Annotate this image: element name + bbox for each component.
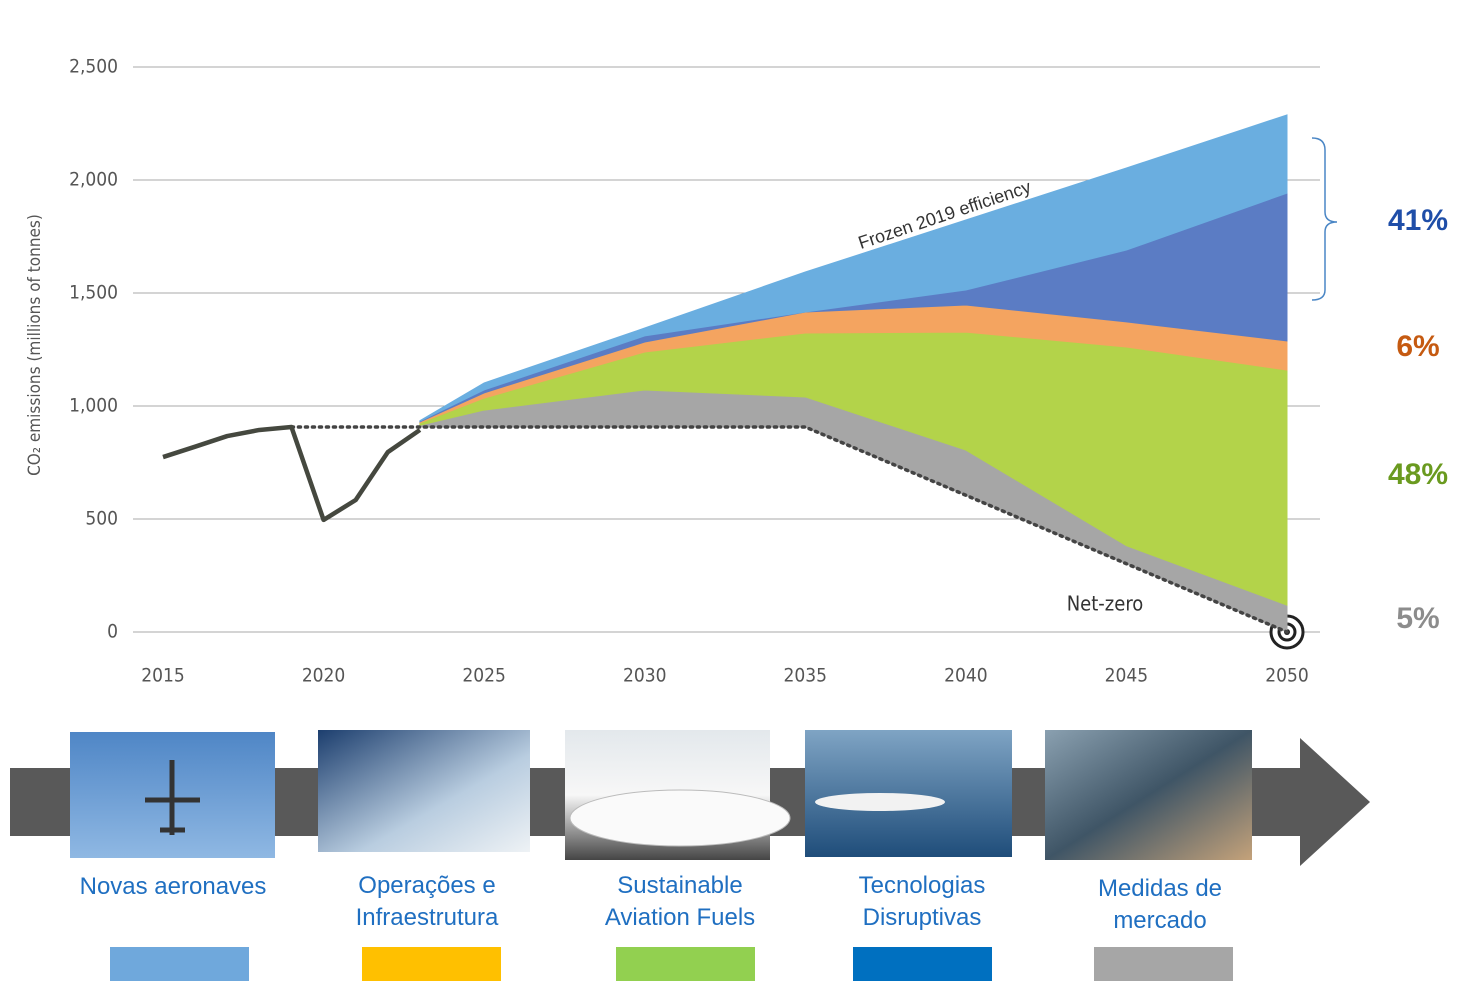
y-tick-label: 0 xyxy=(107,621,118,643)
area xyxy=(419,114,1288,422)
legend-swatch xyxy=(853,947,992,981)
photo-operations xyxy=(318,730,530,852)
photo-disruptive xyxy=(805,730,1012,857)
legend-swatch xyxy=(616,947,755,981)
timeline-arrowhead xyxy=(1300,738,1370,866)
plane-body xyxy=(815,793,945,811)
x-tick-label: 2040 xyxy=(944,665,988,687)
share-label: 41% xyxy=(1388,204,1448,237)
x-tick-label: 2025 xyxy=(462,665,506,687)
net-zero-path xyxy=(289,425,1289,634)
y-tick-label: 2,500 xyxy=(69,56,118,78)
x-tick-label: 2035 xyxy=(784,665,828,687)
y-tick-label: 1,000 xyxy=(69,395,118,417)
legend-swatch xyxy=(1094,947,1233,981)
y-axis-label: CO₂ emissions (millions of tonnes) xyxy=(25,214,45,476)
legend-swatch xyxy=(362,947,501,981)
bracket xyxy=(1311,137,1338,301)
x-tick-label: 2020 xyxy=(302,665,346,687)
net-zero-label: Net-zero xyxy=(1067,592,1144,616)
share-label: 5% xyxy=(1396,602,1439,635)
share-label: 48% xyxy=(1388,458,1448,491)
y-tick-label: 1,500 xyxy=(69,282,118,304)
legend-label: Novas aeronaves xyxy=(79,873,267,900)
x-tick-label: 2050 xyxy=(1265,665,1309,687)
x-tick-label: 2015 xyxy=(141,665,185,687)
share-label: 6% xyxy=(1396,330,1439,363)
legend-label: Operações e Infraestrutura xyxy=(355,872,499,931)
legend-swatch xyxy=(110,947,249,981)
legend-label: Medidas de mercado xyxy=(1097,875,1223,934)
x-tick-label: 2045 xyxy=(1105,665,1149,687)
y-tick-label: 500 xyxy=(85,508,118,530)
y-tick-label: 2,000 xyxy=(69,169,118,191)
plane-body xyxy=(569,789,791,847)
legend-label: Tecnologias Disruptivas xyxy=(858,872,986,931)
photo-market xyxy=(1045,730,1252,860)
historical-line xyxy=(162,424,422,523)
plane-icon xyxy=(145,760,200,835)
x-tick-label: 2030 xyxy=(623,665,667,687)
legend-label: Sustainable Aviation Fuels xyxy=(604,872,756,931)
